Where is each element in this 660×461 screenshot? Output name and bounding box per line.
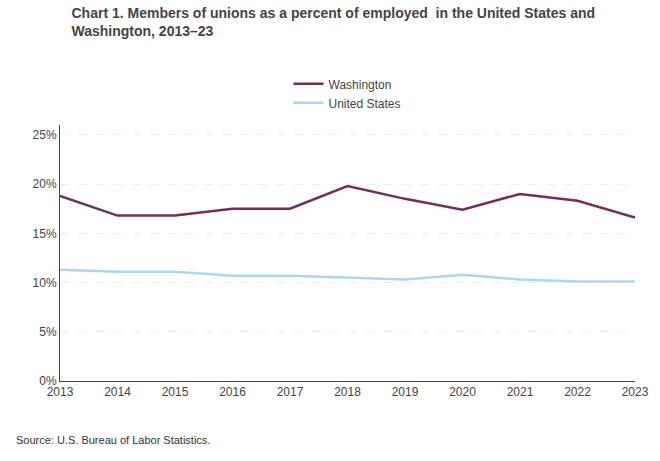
svg-text:Source: U.S. Bureau of Labor S: Source: U.S. Bureau of Labor Statistics. — [16, 434, 210, 446]
svg-text:15%: 15% — [33, 227, 57, 241]
svg-text:2017: 2017 — [277, 385, 304, 399]
svg-text:0%: 0% — [39, 374, 57, 388]
svg-text:2021: 2021 — [507, 385, 534, 399]
svg-text:2022: 2022 — [564, 385, 591, 399]
svg-text:10%: 10% — [33, 276, 57, 290]
svg-text:2016: 2016 — [219, 385, 246, 399]
svg-text:2018: 2018 — [334, 385, 361, 399]
svg-text:2015: 2015 — [162, 385, 189, 399]
svg-text:5%: 5% — [39, 325, 57, 339]
svg-text:2023: 2023 — [622, 385, 649, 399]
svg-text:20%: 20% — [33, 177, 57, 191]
svg-text:2020: 2020 — [449, 385, 476, 399]
svg-text:25%: 25% — [33, 128, 57, 142]
svg-text:2013: 2013 — [47, 385, 74, 399]
svg-text:Washington: Washington — [329, 78, 392, 92]
svg-text:United States: United States — [329, 97, 401, 111]
svg-text:2014: 2014 — [104, 385, 131, 399]
svg-text:2019: 2019 — [392, 385, 419, 399]
svg-text:Chart 1. Members of unions as: Chart 1. Members of unions as a percent … — [72, 5, 596, 39]
